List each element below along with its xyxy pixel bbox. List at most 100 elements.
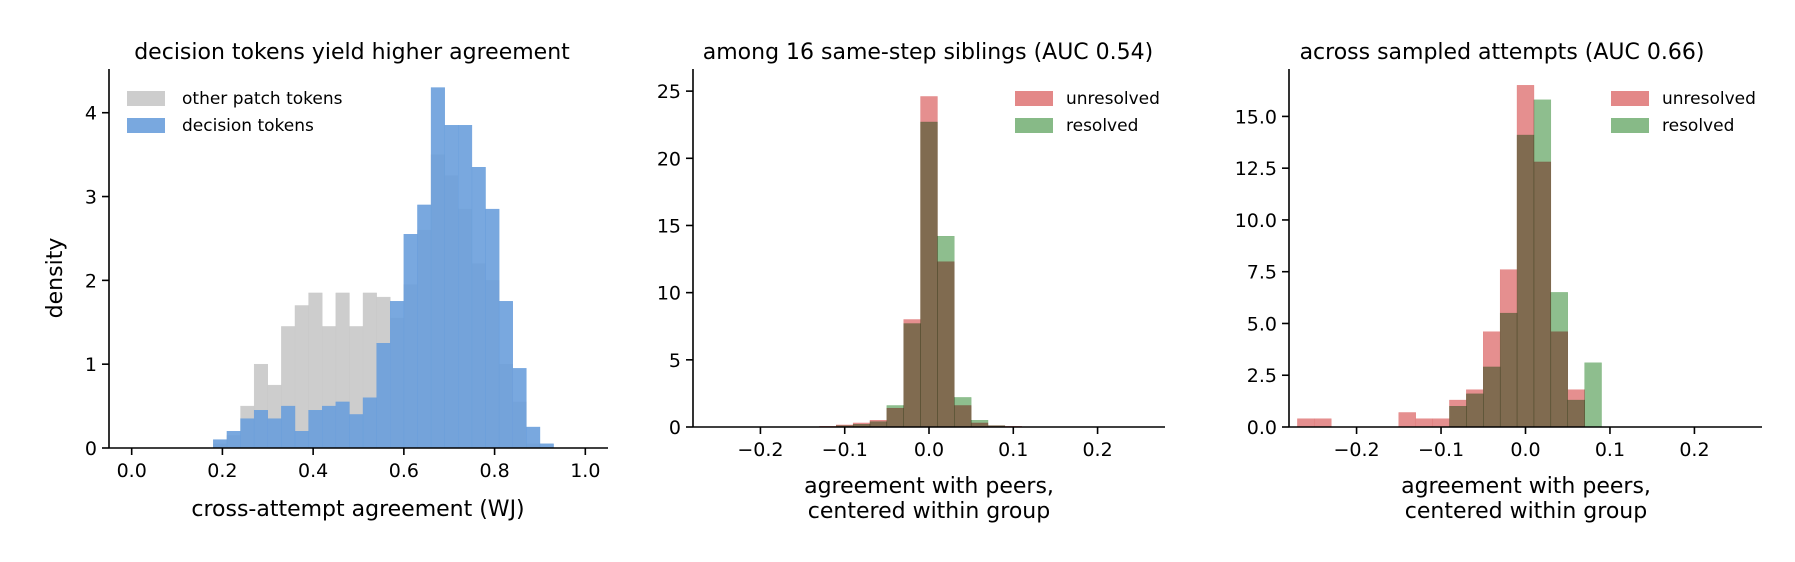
- axes-group: 0.0 0.2 0.4 0.6 0.8 1.0 0 1 2 3 4: [85, 69, 608, 482]
- histogram-bar: [886, 405, 904, 428]
- bars-group: [1297, 85, 1602, 428]
- y-tick-label: 0: [85, 438, 97, 460]
- x-axis-label-line1: agreement with peers,: [804, 474, 1054, 499]
- histogram-bar: [376, 343, 391, 449]
- histogram-bar: [512, 368, 527, 449]
- legend-swatch: [127, 91, 165, 106]
- histogram-bar: [322, 405, 337, 449]
- histogram-bar: [417, 204, 432, 449]
- histogram-bar: [1584, 362, 1602, 428]
- legend-swatch: [1611, 118, 1649, 133]
- histogram-bar: [444, 125, 459, 449]
- histogram-bar: [1483, 366, 1501, 428]
- y-tick-label: 1: [85, 354, 97, 376]
- y-tick-label: 25: [657, 81, 681, 103]
- y-tick-label: 10.0: [1235, 210, 1277, 232]
- histogram-bar: [1567, 399, 1585, 428]
- x-tick-label: 0.1: [998, 439, 1028, 461]
- histogram-bar: [970, 420, 989, 428]
- bars-group: [819, 96, 1022, 428]
- legend: unresolved resolved: [1015, 89, 1160, 136]
- legend-label: unresolved: [1662, 89, 1756, 109]
- histogram-bar: [485, 208, 500, 449]
- panel-decision-tokens: decision tokens yield higher agreement 0…: [43, 40, 608, 522]
- x-tick-label: 0.0: [117, 460, 147, 482]
- histogram-bar: [471, 166, 486, 449]
- x-axis-label: cross-attempt agreement (WJ): [191, 497, 524, 522]
- axes-group: −0.2 −0.1 0.0 0.1 0.2 0.0 2.5 5.0 7.5 10.0 12.5 15.…: [1235, 69, 1762, 461]
- histogram-bar: [1314, 418, 1332, 428]
- histogram-bar: [253, 410, 268, 449]
- histogram-bar: [954, 397, 972, 428]
- x-tick-label: 0.0: [1510, 439, 1540, 461]
- legend-label: resolved: [1662, 116, 1734, 136]
- panel-same-step-siblings: among 16 same-step siblings (AUC 0.54) −…: [657, 40, 1165, 524]
- x-tick-label: −0.1: [822, 439, 868, 461]
- histogram-bar: [226, 431, 241, 449]
- x-tick-label: −0.2: [737, 439, 783, 461]
- x-tick-label: 0.4: [298, 460, 328, 482]
- x-tick-label: −0.2: [1334, 439, 1380, 461]
- histogram-bar: [937, 236, 955, 428]
- x-tick-label: 1.0: [570, 460, 600, 482]
- panel-sampled-attempts: across sampled attempts (AUC 0.66) −0.2−…: [1235, 40, 1762, 524]
- histogram-bar: [430, 87, 445, 449]
- x-tick-label: 0.0: [914, 439, 944, 461]
- histogram-bar: [1533, 99, 1552, 428]
- legend-label: resolved: [1066, 116, 1138, 136]
- histogram-bar: [1398, 412, 1416, 428]
- y-tick-label: 5: [669, 350, 681, 372]
- histogram-bar: [240, 418, 255, 449]
- y-tick-label: 5.0: [1247, 313, 1277, 335]
- legend: other patch tokens decision tokens: [127, 89, 343, 136]
- y-tick-label: 15.0: [1235, 106, 1277, 128]
- histogram-bar: [294, 431, 309, 449]
- histogram-bar: [498, 301, 513, 449]
- histogram-bar: [903, 323, 921, 428]
- y-tick-label: 0: [669, 417, 681, 439]
- legend-swatch: [127, 118, 165, 133]
- x-tick-label: 0.8: [479, 460, 509, 482]
- y-axis-label: density: [43, 238, 68, 319]
- histogram-bar: [1550, 292, 1568, 428]
- histogram-bar: [920, 121, 938, 428]
- histogram-bar: [1297, 418, 1315, 428]
- y-tick-label: 7.5: [1247, 262, 1277, 284]
- legend-label: unresolved: [1066, 89, 1160, 109]
- legend: unresolved resolved: [1611, 89, 1756, 136]
- legend-label: decision tokens: [182, 116, 314, 136]
- histogram-bar: [294, 305, 309, 449]
- y-tick-label: 12.5: [1235, 158, 1277, 180]
- x-tick-label: 0.2: [207, 460, 237, 482]
- y-tick-label: 2.5: [1247, 365, 1277, 387]
- y-tick-label: 20: [657, 148, 681, 170]
- x-tick-label: 0.6: [389, 460, 419, 482]
- legend-label: other patch tokens: [182, 89, 343, 109]
- panel-title: among 16 same-step siblings (AUC 0.54): [703, 40, 1153, 65]
- histogram-bar: [1449, 406, 1467, 428]
- histogram-bar: [267, 418, 282, 449]
- histogram-bar: [869, 421, 888, 428]
- histogram-bar: [281, 405, 296, 449]
- legend-swatch: [1015, 118, 1053, 133]
- histogram-bar: [403, 234, 418, 449]
- histogram-bar: [349, 414, 364, 449]
- histogram-bar: [390, 301, 405, 449]
- legend-swatch: [1611, 91, 1649, 106]
- x-axis-label-line2: centered within group: [808, 499, 1050, 524]
- histogram-bar: [1466, 393, 1484, 428]
- legend-swatch: [1015, 91, 1053, 106]
- histogram-bar: [1415, 418, 1433, 428]
- x-axis-label-line2: centered within group: [1405, 499, 1647, 524]
- panel-title: decision tokens yield higher agreement: [134, 40, 570, 65]
- x-tick-label: 0.1: [1595, 439, 1625, 461]
- histogram-bar: [335, 401, 350, 449]
- x-tick-label: −0.1: [1418, 439, 1464, 461]
- histogram-bar: [526, 426, 541, 449]
- y-tick-label: 2: [85, 270, 97, 292]
- bars-group: [213, 87, 554, 449]
- x-tick-label: 0.2: [1082, 439, 1112, 461]
- y-tick-label: 3: [85, 187, 97, 209]
- histogram-bar: [458, 125, 473, 449]
- histogram-bar: [213, 439, 228, 449]
